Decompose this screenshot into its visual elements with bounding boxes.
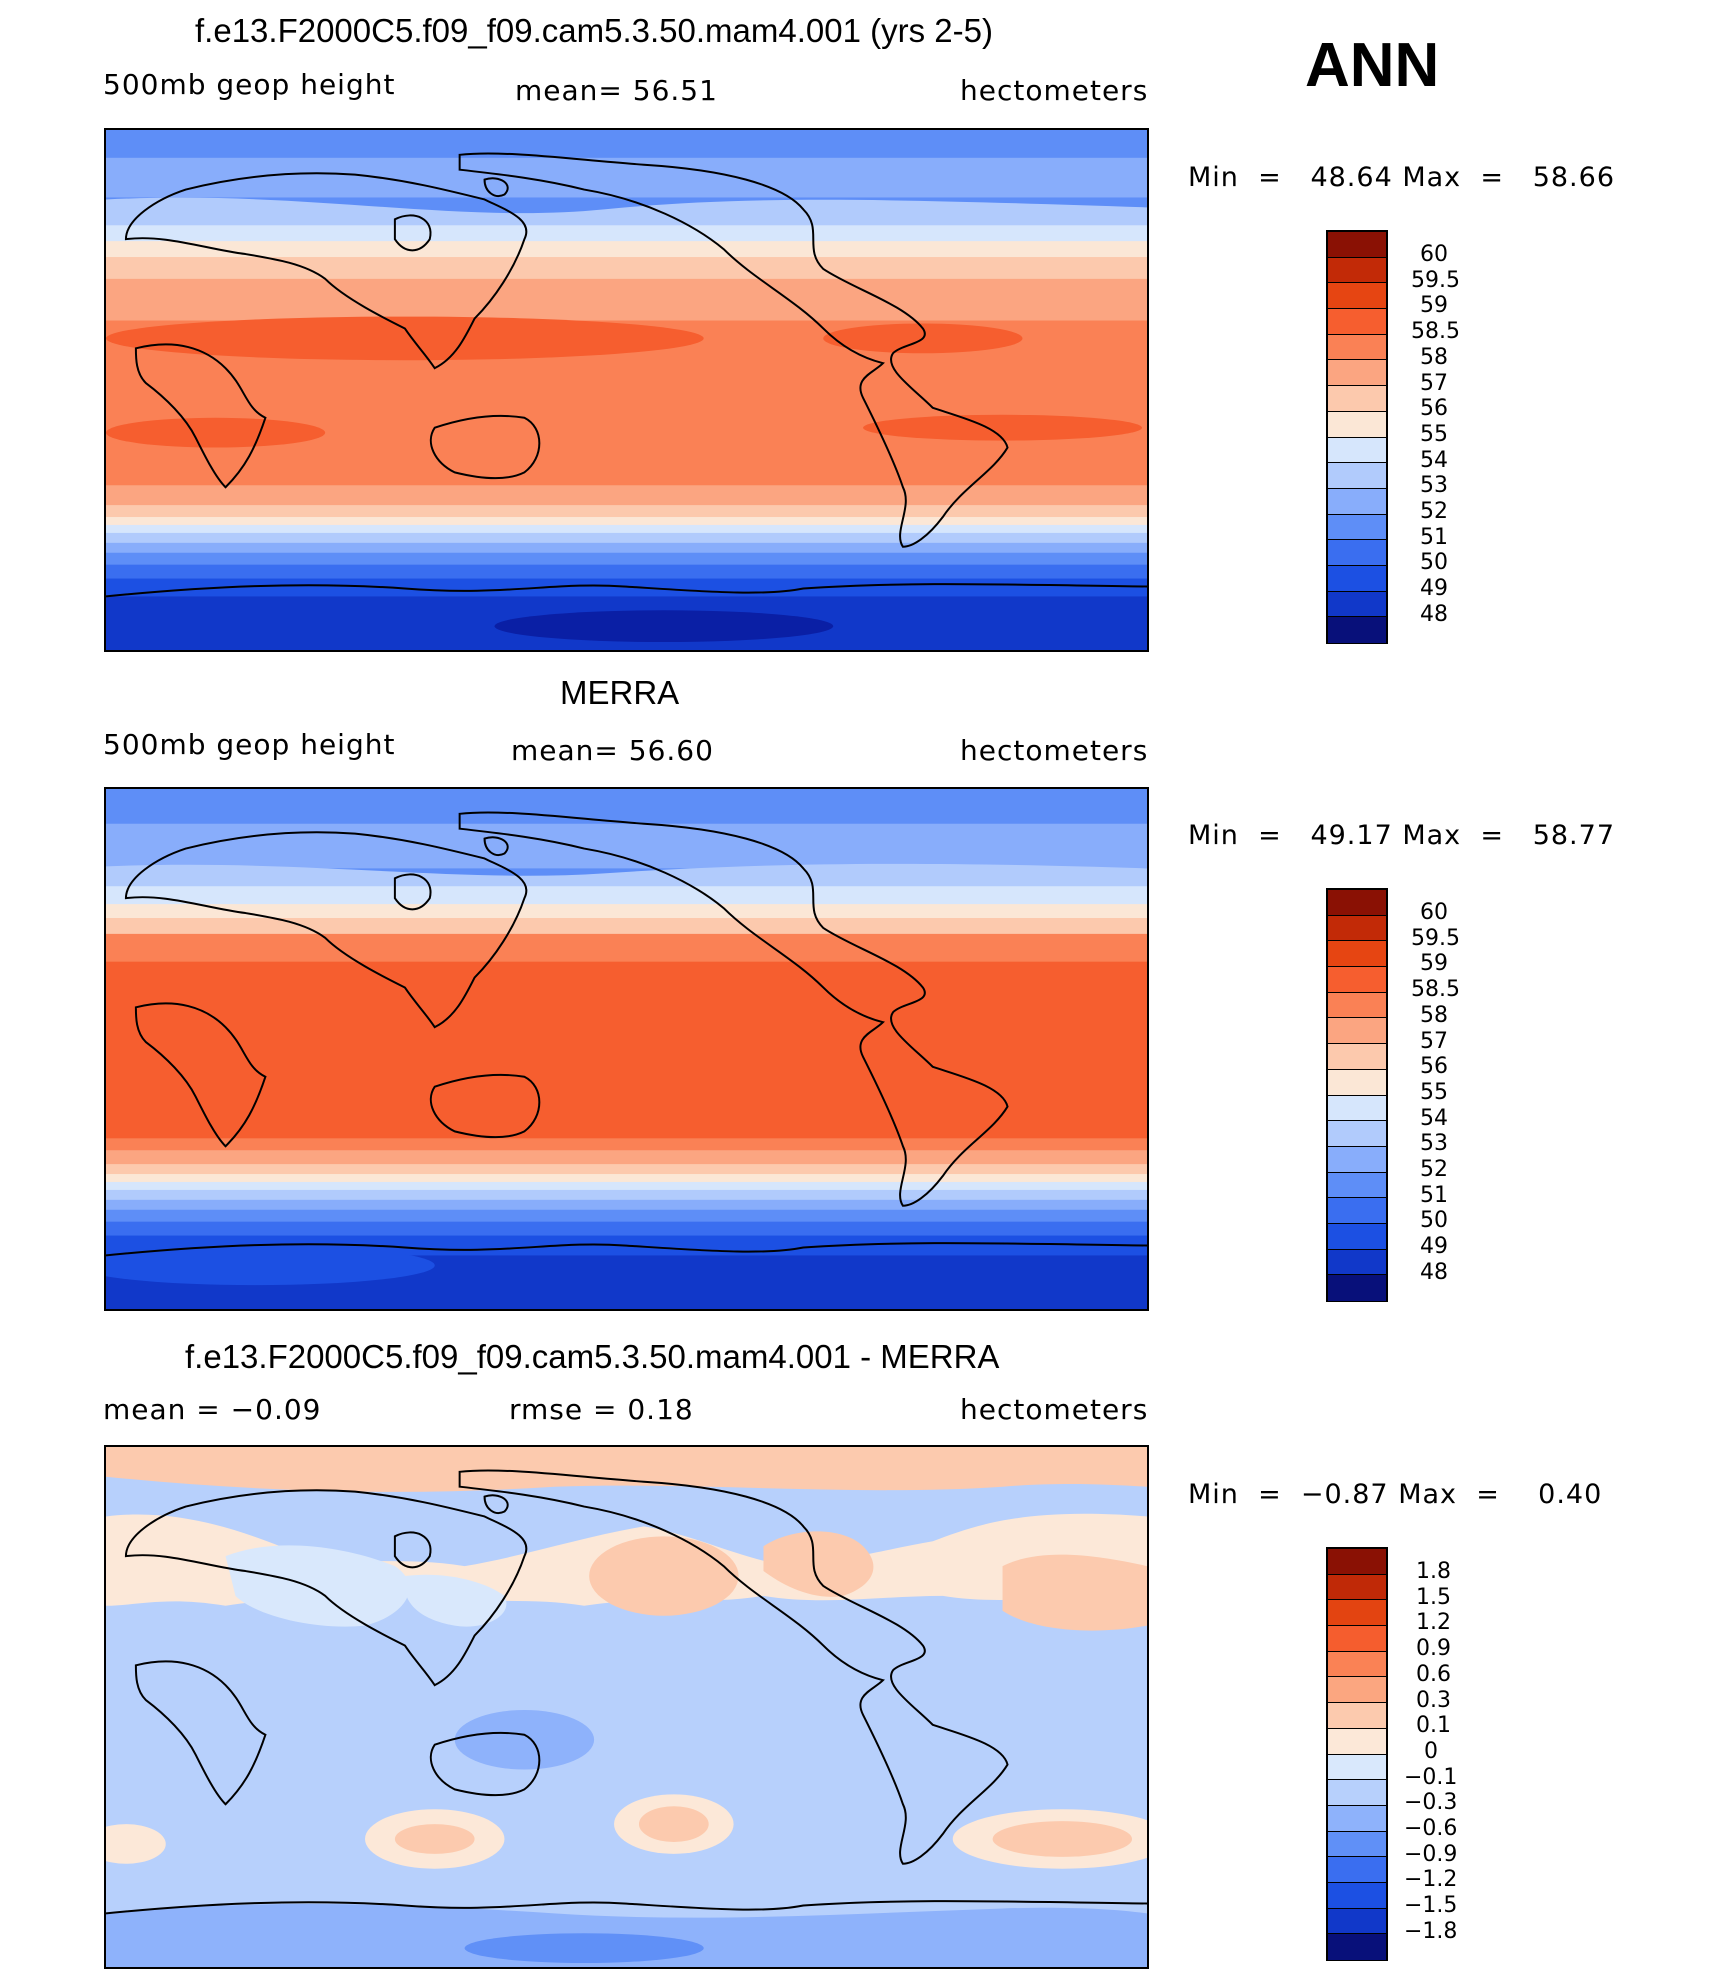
units-label-model: hectometers (960, 74, 1149, 107)
colorbar-tick: 59 (1420, 293, 1448, 319)
colorbar-tick: 56 (1420, 1054, 1448, 1080)
colorbar-tick: 56 (1420, 396, 1448, 422)
map-panel-diff (104, 1445, 1149, 1969)
colorbar-obs (1326, 888, 1388, 1302)
minmax-obs: Min = 49.17 Max = 58.77 (1188, 820, 1615, 851)
colorbar-tick: 0.6 (1416, 1661, 1451, 1687)
colorbar-tick: 0.9 (1416, 1636, 1451, 1662)
colorbar-tick: −1.8 (1404, 1918, 1458, 1944)
colorbar-tick: 58.5 (1411, 319, 1460, 345)
mean-label-diff: mean = −0.09 (103, 1393, 322, 1426)
colorbar-tick: 54 (1420, 1105, 1448, 1131)
colorbar-model (1326, 230, 1388, 644)
units-label-diff: hectometers (960, 1393, 1149, 1426)
colorbar-tick: 60 (1420, 242, 1448, 267)
colorbar-tick: 55 (1420, 1079, 1448, 1105)
colorbar-tick: 1.8 (1416, 1559, 1451, 1584)
colorbar-tick: −0.1 (1404, 1764, 1458, 1790)
colorbar-tick: 50 (1420, 1208, 1448, 1234)
colorbar-tick: 49 (1420, 1234, 1448, 1260)
colorbar-tick: 60 (1420, 900, 1448, 925)
colorbar-tick: 57 (1420, 370, 1448, 396)
field-label-model: 500mb geop height (103, 68, 396, 101)
colorbar-tick: 58.5 (1411, 977, 1460, 1003)
colorbar-tick: 59 (1420, 951, 1448, 977)
map-panel-model (104, 128, 1149, 652)
panel-title-model: f.e13.F2000C5.f09_f09.cam5.3.50.mam4.001… (195, 12, 993, 49)
colorbar-tick: 57 (1420, 1028, 1448, 1054)
colorbar-tick: 49 (1420, 576, 1448, 602)
colorbar-tick: 59.5 (1411, 925, 1460, 951)
minmax-model: Min = 48.64 Max = 58.66 (1188, 162, 1615, 193)
colorbar-tick: 0.1 (1416, 1713, 1451, 1739)
colorbar-tick: 54 (1420, 447, 1448, 473)
panel-title-obs: MERRA (560, 674, 680, 711)
colorbar-tick: 1.2 (1416, 1610, 1451, 1636)
colorbar-tick: 58 (1420, 1002, 1448, 1028)
colorbar-tick: −0.6 (1404, 1816, 1458, 1841)
colorbar-tick: −1.2 (1404, 1867, 1458, 1893)
panel-title-diff: f.e13.F2000C5.f09_f09.cam5.3.50.mam4.001… (185, 1338, 1000, 1375)
colorbar-tick: 0.3 (1416, 1687, 1451, 1713)
colorbar-tick: 58 (1420, 344, 1448, 370)
colorbar-tick: −1.5 (1404, 1893, 1458, 1919)
colorbar-tick: 53 (1420, 473, 1448, 499)
minmax-diff: Min = −0.87 Max = 0.40 (1188, 1479, 1603, 1510)
colorbar-tick: 52 (1420, 499, 1448, 524)
colorbar-tick: 55 (1420, 421, 1448, 447)
mean-label-obs: mean= 56.60 (511, 734, 714, 767)
colorbar-tick: 53 (1420, 1131, 1448, 1157)
colorbar-tick: 51 (1420, 1182, 1448, 1208)
units-label-obs: hectometers (960, 734, 1149, 767)
season-label: ANN (1305, 31, 1440, 100)
field-label-obs: 500mb geop height (103, 728, 396, 761)
colorbar-diff (1326, 1547, 1388, 1961)
rmse-label-diff: rmse = 0.18 (509, 1393, 694, 1426)
colorbar-tick: −0.9 (1404, 1841, 1458, 1867)
mean-label-model: mean= 56.51 (515, 74, 718, 107)
colorbar-tick: 50 (1420, 550, 1448, 576)
colorbar-tick: 1.5 (1416, 1584, 1451, 1610)
colorbar-tick: 0 (1424, 1738, 1438, 1764)
colorbar-tick: −0.3 (1404, 1790, 1458, 1816)
colorbar-tick: 51 (1420, 524, 1448, 550)
colorbar-tick: 48 (1420, 601, 1448, 627)
colorbar-tick: 48 (1420, 1259, 1448, 1285)
colorbar-tick: 52 (1420, 1157, 1448, 1182)
map-panel-obs (104, 787, 1149, 1311)
colorbar-tick: 59.5 (1411, 267, 1460, 293)
